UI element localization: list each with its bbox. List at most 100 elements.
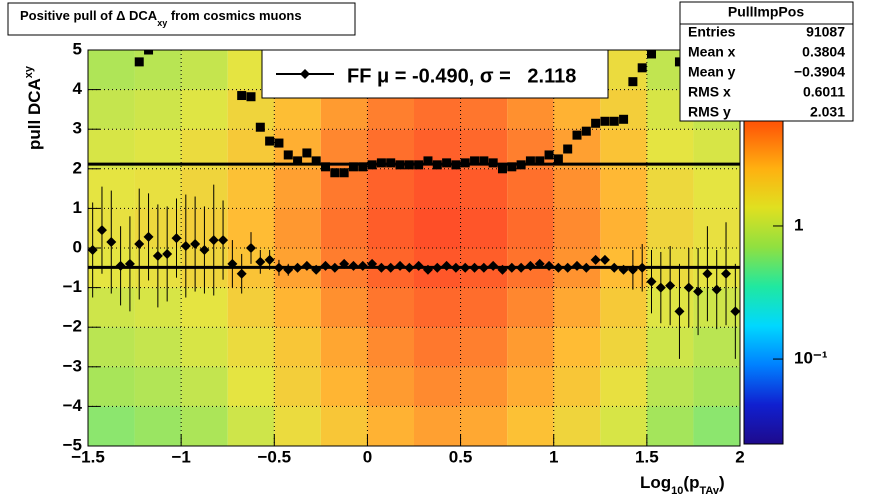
mean-marker	[124, 258, 135, 269]
x-title-sub1: 10	[671, 485, 683, 495]
y-title-a: pull DCA	[25, 78, 44, 150]
mean-marker	[255, 256, 266, 267]
y-tick-label: 4	[73, 79, 83, 98]
mean-marker	[273, 262, 284, 273]
sigma-marker	[311, 156, 321, 166]
heat-cell	[367, 287, 414, 328]
mean-marker	[432, 262, 443, 273]
heat-cell	[646, 208, 694, 248]
sigma-marker	[293, 156, 303, 166]
heat-cell	[414, 287, 461, 328]
stats-value: 0.6011	[803, 84, 845, 100]
heat-cell	[600, 208, 647, 248]
sigma-marker	[348, 162, 358, 172]
heat-cell	[181, 366, 228, 407]
heat-cell	[227, 129, 275, 169]
sigma-marker	[609, 116, 619, 126]
mean-marker	[609, 262, 620, 273]
stats-box: PullImpPos Entries 91087 Mean x 0.3804 Mean …	[679, 1, 854, 122]
stats-frame	[679, 1, 854, 122]
heat-cell	[600, 168, 647, 209]
sigma-marker	[572, 130, 582, 140]
heat-cell	[88, 50, 135, 90]
mean-marker	[96, 225, 107, 236]
y-tick-label: −4	[63, 396, 83, 415]
sigma-marker	[255, 122, 265, 132]
heat-cell	[367, 406, 414, 446]
mean-marker	[721, 268, 732, 279]
heat-cell	[181, 129, 228, 169]
heat-cell	[367, 208, 414, 248]
stats-value: 91087	[806, 24, 845, 40]
mean-marker	[208, 235, 219, 246]
stats-label: Mean x	[688, 44, 736, 60]
title-sub: xy	[157, 18, 167, 28]
sigma-marker	[553, 154, 563, 164]
sigma-marker	[274, 138, 284, 148]
chart-title: Positive pull of Δ DCAxy from cosmics mu…	[20, 8, 302, 28]
heat-cell	[646, 406, 694, 446]
legend: FF μ = -0.490, σ = 2.118	[261, 49, 609, 99]
y-tick-label: 0	[73, 237, 82, 256]
sigma-marker	[386, 158, 396, 168]
heat-cell	[553, 327, 601, 367]
stats-label: Entries	[688, 24, 736, 40]
heat-cell	[460, 168, 508, 209]
y-tick-label: 5	[73, 39, 82, 58]
sigma-marker	[134, 57, 144, 67]
y-tick-label: 2	[73, 158, 82, 177]
axes: −1.5 −1 −0.5 0 0.5 1 1.5 2 −5 −4 −3 −2 −1 0 1 2 3 4 5	[63, 39, 745, 466]
heat-cell	[693, 406, 740, 446]
x-tick-label: 1	[549, 447, 558, 466]
mean-marker	[329, 262, 340, 273]
mean-marker	[572, 260, 582, 271]
stats-title: PullImpPos	[728, 4, 804, 20]
heat-cell	[507, 366, 554, 407]
y-tick-label: −2	[63, 317, 82, 336]
mean-marker	[180, 241, 191, 252]
stats-value: 0.3804	[802, 44, 845, 60]
mean-marker	[553, 262, 564, 273]
sigma-marker	[637, 63, 647, 73]
mean-marker	[171, 233, 182, 244]
sigma-marker	[414, 160, 424, 170]
heat-cell	[414, 168, 461, 209]
heat-cell	[693, 208, 740, 248]
mean-marker	[88, 244, 98, 255]
mean-marker	[488, 260, 499, 271]
heat-cell	[600, 287, 647, 328]
sigma-marker	[516, 160, 526, 170]
heat-cell	[553, 168, 601, 209]
heat-cell	[460, 208, 508, 248]
mean-marker	[506, 262, 517, 273]
mean-marker	[637, 262, 648, 273]
mean-marker	[134, 239, 145, 250]
sigma-marker	[535, 156, 545, 166]
sigma-marker	[432, 160, 442, 170]
mean-marker	[162, 248, 173, 259]
legend-marker	[300, 69, 310, 79]
x-tick-label: 0.5	[449, 447, 473, 466]
heat-cell	[320, 327, 368, 367]
mean-marker	[395, 260, 406, 271]
heat-cell	[88, 406, 135, 446]
heat-cell	[320, 366, 368, 407]
mean-marker	[599, 254, 610, 265]
sigma-marker	[544, 150, 554, 160]
sigma-marker	[470, 156, 480, 166]
heat-cell	[646, 327, 694, 367]
x-title-a: Log	[640, 473, 671, 492]
sigma-marker	[376, 158, 386, 168]
mean-marker	[376, 262, 387, 273]
sigma-marker	[581, 126, 591, 136]
profile	[88, 50, 740, 359]
heat-cell	[693, 168, 740, 209]
mean-marker	[246, 243, 256, 253]
sigma-marker	[497, 164, 507, 174]
heat-cell	[693, 327, 740, 367]
mean-marker	[190, 239, 201, 250]
heat-cell	[134, 406, 182, 446]
heat-cell	[181, 89, 228, 130]
heat-cell	[367, 366, 414, 407]
